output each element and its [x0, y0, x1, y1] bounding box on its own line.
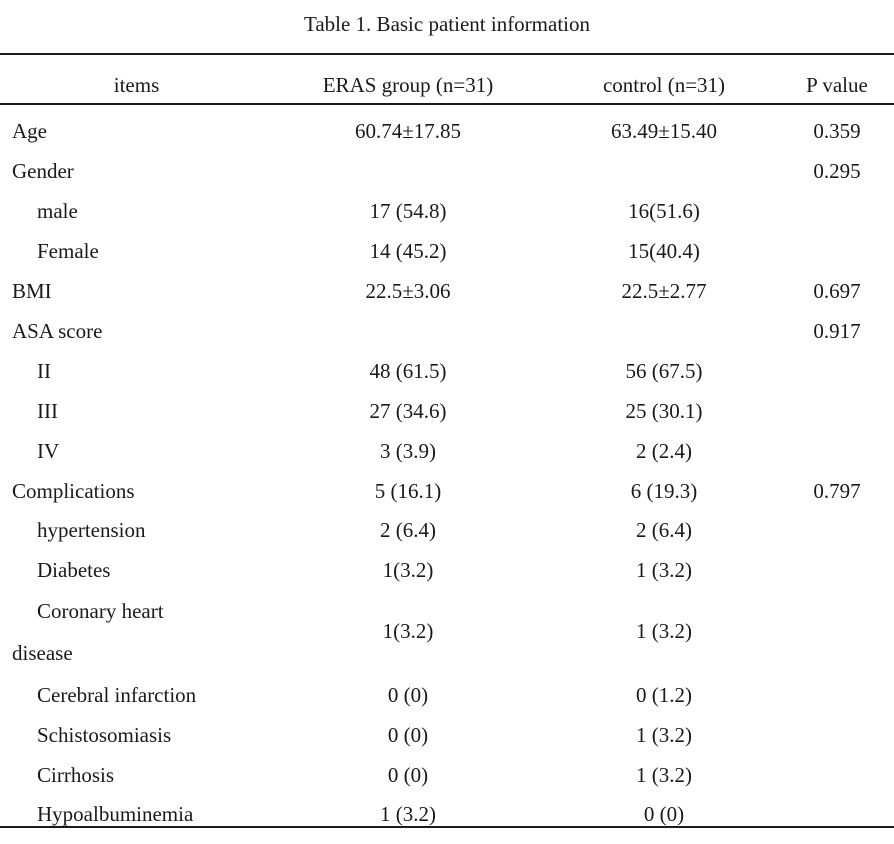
table-row: IV 3 (3.9) 2 (2.4): [0, 431, 894, 471]
control-value: 6 (19.3): [630, 479, 698, 503]
control-value: 1 (3.2): [636, 619, 692, 643]
table-row: BMI 22.5±3.06 22.5±2.77 0.697: [0, 271, 894, 311]
eras-value: 0 (0): [387, 763, 429, 787]
row-label: Hypoalbuminemia: [37, 802, 194, 826]
row-label: Cirrhosis: [37, 763, 115, 787]
p-value: [792, 191, 882, 231]
table-row: Gender 0.295: [0, 151, 894, 191]
p-value: [792, 431, 882, 471]
eras-value: 3 (3.9): [380, 439, 436, 463]
eras-value: 48 (61.5): [369, 359, 447, 383]
eras-value: 0 (0): [387, 683, 429, 707]
row-label: Female: [37, 239, 99, 263]
p-value: 0.359: [813, 119, 861, 143]
row-label: III: [37, 399, 58, 423]
header-eras-group: ERAS group (n=31): [322, 73, 494, 97]
table-row: II 48 (61.5) 56 (67.5): [0, 351, 894, 391]
eras-value: 60.74±17.85: [354, 119, 462, 143]
eras-value: 2 (6.4): [380, 518, 436, 542]
top-rule: [0, 53, 894, 55]
control-value: [544, 151, 784, 191]
row-label: Age: [12, 119, 47, 143]
table-row: Complications 5 (16.1) 6 (19.3) 0.797: [0, 471, 894, 511]
bottom-rule: [0, 826, 894, 828]
header-rule: [0, 103, 894, 105]
row-label: Gender: [12, 159, 74, 183]
row-label: male: [37, 199, 78, 223]
table-header-row: items ERAS group (n=31) control (n=31) P…: [0, 65, 894, 105]
control-value: 16(51.6): [628, 199, 700, 223]
control-value: 22.5±2.77: [621, 279, 707, 303]
p-value: 0.697: [813, 279, 861, 303]
table-row: hypertension 2 (6.4) 2 (6.4): [0, 510, 894, 550]
row-label-continuation: disease: [12, 641, 73, 665]
p-value: 0.295: [813, 159, 861, 183]
eras-value: 5 (16.1): [374, 479, 442, 503]
eras-value: 27 (34.6): [369, 399, 447, 423]
p-value: [792, 510, 882, 550]
header-p-value: P value: [806, 73, 868, 97]
p-value: [792, 675, 882, 715]
control-value: 1 (3.2): [636, 763, 692, 787]
eras-value: 1(3.2): [382, 619, 434, 643]
p-value: [792, 550, 882, 590]
control-value: 0 (0): [643, 802, 685, 826]
control-value: 15(40.4): [628, 239, 700, 263]
table-row: Age 60.74±17.85 63.49±15.40 0.359: [0, 111, 894, 151]
table-row: ASA score 0.917: [0, 311, 894, 351]
eras-value: 0 (0): [387, 723, 429, 747]
eras-value: 1(3.2): [382, 558, 434, 582]
control-value: 1 (3.2): [636, 723, 692, 747]
control-value: 2 (6.4): [636, 518, 692, 542]
control-value: 2 (2.4): [636, 439, 692, 463]
table-row: Hypoalbuminemia 1 (3.2) 0 (0): [0, 794, 894, 834]
p-value: 0.797: [813, 479, 861, 503]
row-label: ASA score: [12, 319, 103, 343]
row-label: Complications: [12, 479, 135, 503]
p-value: [792, 715, 882, 755]
table-row: Cirrhosis 0 (0) 1 (3.2): [0, 755, 894, 795]
p-value: [792, 351, 882, 391]
p-value: [792, 755, 882, 795]
table-row: Schistosomiasis 0 (0) 1 (3.2): [0, 715, 894, 755]
row-label: hypertension: [37, 518, 146, 542]
row-label: BMI: [12, 279, 52, 303]
header-items: items: [113, 73, 160, 97]
p-value: [792, 391, 882, 431]
table-row: III 27 (34.6) 25 (30.1): [0, 391, 894, 431]
table-row: Cerebral infarction 0 (0) 0 (1.2): [0, 675, 894, 715]
control-value: 1 (3.2): [636, 558, 692, 582]
row-label: Cerebral infarction: [37, 683, 197, 707]
eras-value: 17 (54.8): [369, 199, 447, 223]
control-value: 56 (67.5): [625, 359, 703, 383]
eras-value: 14 (45.2): [369, 239, 447, 263]
p-value: [792, 611, 882, 651]
row-label: Coronary heart: [37, 599, 164, 623]
header-control: control (n=31): [602, 73, 726, 97]
eras-value: [288, 151, 528, 191]
row-label: Schistosomiasis: [37, 723, 172, 747]
p-value: [792, 794, 882, 834]
table-row: Female 14 (45.2) 15(40.4): [0, 231, 894, 271]
table-caption: Table 1. Basic patient information: [303, 12, 591, 36]
row-label: Diabetes: [37, 558, 111, 582]
control-value: 63.49±15.40: [610, 119, 718, 143]
p-value: 0.917: [813, 319, 861, 343]
table-row: male 17 (54.8) 16(51.6): [0, 191, 894, 231]
row-label: IV: [37, 439, 60, 463]
p-value: [792, 231, 882, 271]
control-value: [544, 311, 784, 351]
eras-value: 22.5±3.06: [365, 279, 451, 303]
eras-value: [288, 311, 528, 351]
control-value: 25 (30.1): [625, 399, 703, 423]
table-row: Diabetes 1(3.2) 1 (3.2): [0, 550, 894, 590]
row-label: II: [37, 359, 51, 383]
table-row: Coronary heart disease 1(3.2) 1 (3.2): [0, 591, 894, 673]
eras-value: 1 (3.2): [380, 802, 436, 826]
control-value: 0 (1.2): [636, 683, 692, 707]
